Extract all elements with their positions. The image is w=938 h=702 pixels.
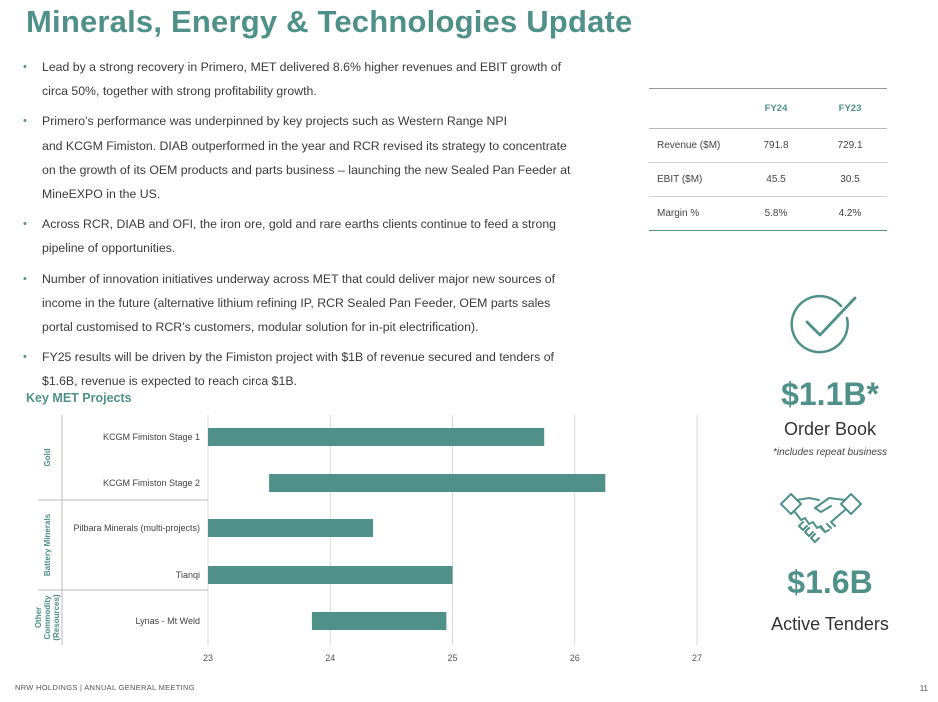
group-label: Battery Minerals (43, 513, 52, 576)
order-book-value: $1.1B* (781, 376, 879, 412)
tenders-label: Active Tenders (771, 614, 889, 634)
page-title: Minerals, Energy & Technologies Update (26, 4, 633, 39)
page-number: 11 (919, 684, 928, 693)
bullet-line: portal customised to RCR’s customers, mo… (42, 320, 479, 335)
bullet-line: Number of innovation initiatives underwa… (42, 271, 556, 286)
fy23-value: 4.2% (813, 196, 887, 231)
bullet-line: MineEXPO in the US. (42, 187, 161, 202)
group-label: Other (34, 607, 43, 628)
table-row: EBIT ($M) 45.5 30.5 (649, 162, 887, 197)
x-tick-label: 25 (447, 653, 457, 663)
bullet-line: on the growth of its OEM products and pa… (42, 162, 571, 177)
fy23-value: 30.5 (813, 162, 887, 197)
order-book-label: Order Book (783, 419, 877, 439)
footer-text: NRW HOLDINGS | ANNUAL GENERAL MEETING (15, 683, 195, 692)
x-tick-label: 23 (203, 653, 213, 663)
bullet-line: Lead by a strong recovery in Primero, ME… (42, 60, 562, 74)
bullet-line: $1.6B, revenue is expected to reach circ… (42, 374, 297, 389)
project-bar (269, 474, 606, 492)
project-bar (311, 612, 447, 630)
bullet-line: Across RCR, DIAB and OFI, the iron ore, … (42, 217, 556, 232)
fy23-value: 729.1 (813, 128, 887, 163)
order-book-note: *includes repeat business (773, 447, 887, 458)
bullet-item: Across RCR, DIAB and OFI, the iron ore, … (22, 212, 602, 260)
checkmark-circle-icon (790, 294, 857, 354)
tenders-value: $1.6B (787, 564, 873, 600)
bullet-list: Lead by a strong recovery in Primero, ME… (22, 55, 602, 400)
project-bar (208, 519, 374, 537)
bullet-item: Lead by a strong recovery in Primero, ME… (22, 55, 602, 103)
bullet-line: and KCGM Fimiston. DIAB outperformed in … (42, 138, 567, 153)
chart-title: Key MET Projects (26, 391, 132, 405)
x-tick-label: 26 (570, 653, 580, 663)
category-label: Pilbara Minerals (multi-projects) (73, 523, 200, 533)
financials-header-fy23: FY23 (813, 88, 887, 129)
category-label: KCGM Fimiston Stage 2 (103, 478, 200, 488)
table-row: Revenue ($M) 791.8 729.1 (649, 128, 887, 163)
fy24-value: 5.8% (739, 196, 813, 231)
category-label: Lynas - Mt Weld (135, 616, 200, 626)
financials-header-fy24: FY24 (739, 88, 813, 129)
group-label: (Resources) (52, 594, 61, 641)
category-label: KCGM Fimiston Stage 1 (103, 432, 200, 442)
fy24-value: 45.5 (739, 162, 813, 197)
bullet-line: FY25 results will be driven by the Fimis… (42, 350, 554, 365)
row-label: EBIT ($M) (649, 162, 739, 197)
project-bar (208, 566, 453, 584)
handshake-icon (780, 493, 862, 543)
bullet-line: Primero’s performance was underpinned by… (42, 114, 507, 129)
financials-header-row: FY24 FY23 (649, 88, 887, 129)
x-tick-label: 27 (692, 653, 702, 663)
row-label: Margin % (649, 196, 739, 231)
bullet-line: income in the future (alternative lithiu… (42, 295, 551, 310)
table-row: Margin % 5.8% 4.2% (649, 196, 887, 231)
financials-header-label (649, 88, 739, 129)
row-label: Revenue ($M) (649, 128, 739, 163)
category-label: Tianqi (176, 570, 200, 580)
financials-table: FY24 FY23 Revenue ($M) 791.8 729.1 EBIT … (649, 88, 887, 231)
group-label: Gold (43, 448, 52, 466)
bullet-line: pipeline of opportunities. (42, 241, 176, 256)
project-bar (208, 428, 545, 446)
bullet-item: Number of innovation initiatives underwa… (22, 267, 602, 340)
fy24-value: 791.8 (739, 128, 813, 163)
bullet-item: Primero’s performance was underpinned by… (22, 109, 602, 206)
group-label: Commodity (43, 595, 52, 640)
x-tick-label: 24 (325, 653, 335, 663)
bullet-line: circa 50%, together with strong profitab… (42, 84, 317, 99)
bullet-item: FY25 results will be driven by the Fimis… (22, 345, 602, 393)
